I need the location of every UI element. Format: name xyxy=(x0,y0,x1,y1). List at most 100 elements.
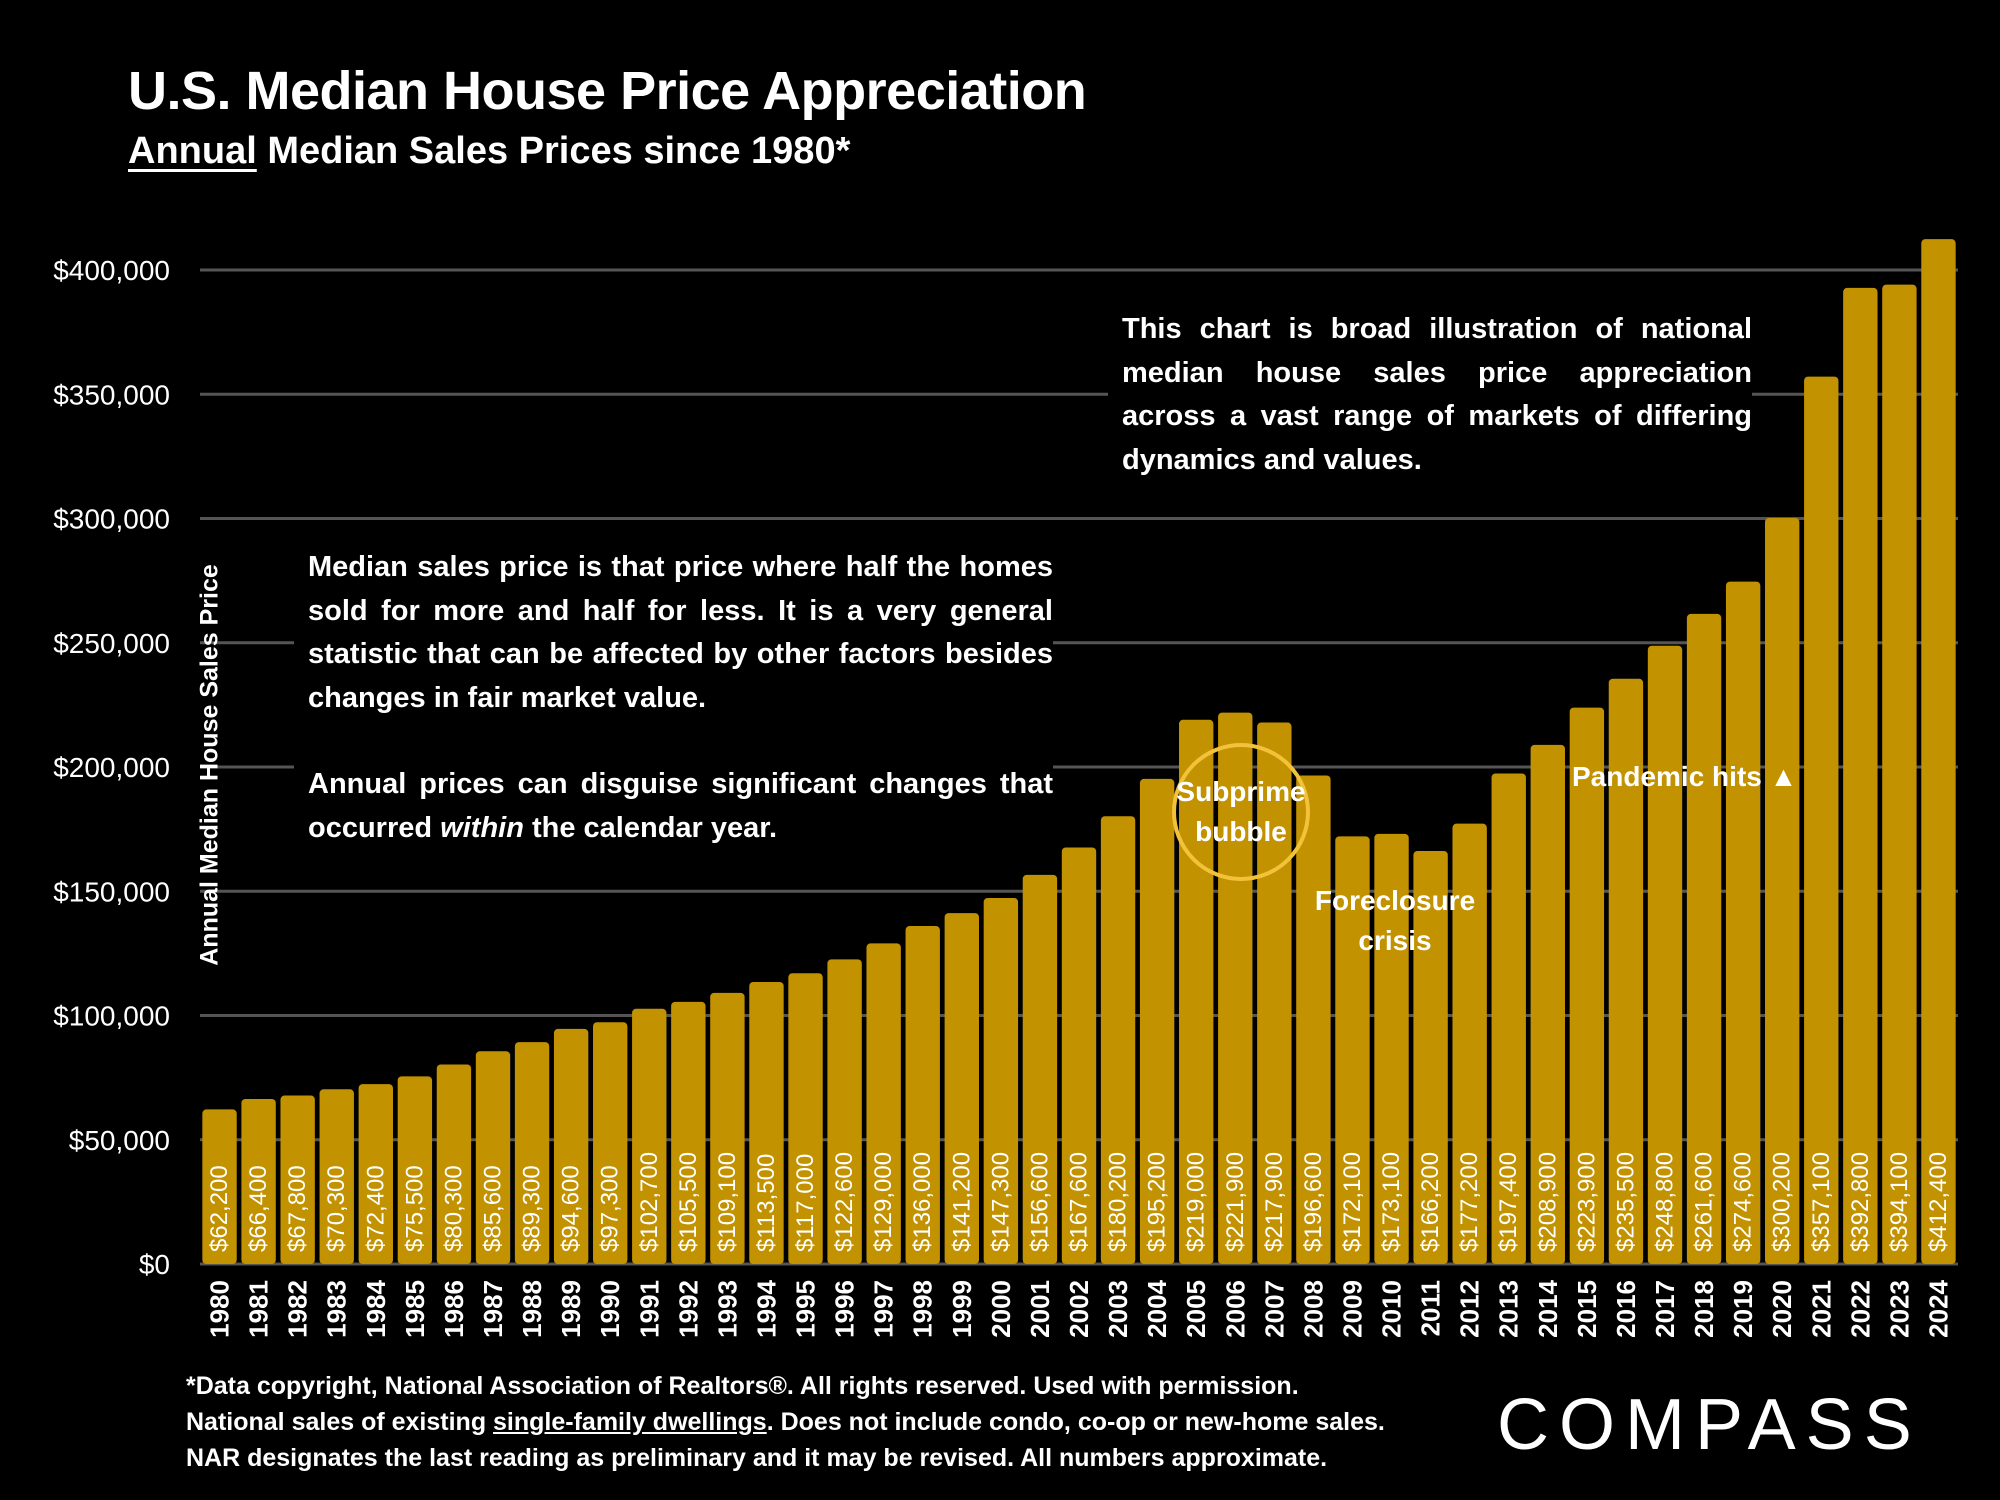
x-tick-label: 2011 xyxy=(1416,1280,1446,1336)
bar xyxy=(475,1051,511,1264)
x-tick-label: 2013 xyxy=(1494,1280,1524,1338)
bar xyxy=(1843,287,1878,1265)
bar xyxy=(632,1008,667,1264)
footnote-line-2a: National sales of existing xyxy=(186,1408,494,1436)
bar xyxy=(788,973,823,1264)
bar xyxy=(827,959,862,1264)
note-annual-paragraph: Annual prices can disguise significant c… xyxy=(308,763,1053,850)
data-label: $62,200 xyxy=(206,1165,233,1252)
bar xyxy=(1061,847,1097,1264)
bar xyxy=(1296,775,1331,1264)
y-tick-label: $50,000 xyxy=(69,1125,170,1156)
data-label: $136,000 xyxy=(909,1152,936,1252)
note-median-definition: Median sales price is that price where h… xyxy=(294,546,1053,856)
bar xyxy=(1022,874,1058,1264)
data-label: $208,900 xyxy=(1534,1152,1561,1252)
x-tick-label: 1992 xyxy=(673,1280,703,1338)
data-label: $197,400 xyxy=(1495,1152,1522,1252)
x-tick-label: 1999 xyxy=(947,1280,977,1338)
x-tick-label: 1980 xyxy=(205,1280,235,1338)
data-label: $147,300 xyxy=(987,1152,1014,1252)
x-tick-label: 1990 xyxy=(595,1280,625,1338)
data-label: $219,000 xyxy=(1183,1152,1210,1252)
note-annual-text-a: Annual prices can disguise significant c… xyxy=(308,768,1053,844)
note-median-paragraph: Median sales price is that price where h… xyxy=(308,551,1053,714)
bar xyxy=(1569,707,1605,1264)
data-label: $394,100 xyxy=(1886,1152,1913,1252)
bar xyxy=(1139,778,1175,1264)
data-label: $141,200 xyxy=(948,1152,975,1252)
x-tick-label: 1997 xyxy=(869,1280,899,1338)
x-tick-label: 1983 xyxy=(322,1280,352,1338)
bar xyxy=(358,1084,393,1264)
x-tick-label: 1982 xyxy=(283,1280,313,1338)
x-tick-label: 2003 xyxy=(1103,1280,1133,1338)
x-tick-label: 2022 xyxy=(1845,1280,1875,1338)
x-tick-label: 1984 xyxy=(361,1279,391,1337)
bar xyxy=(436,1064,472,1264)
x-tick-label: 1993 xyxy=(712,1280,742,1338)
x-tick-label: 2021 xyxy=(1806,1280,1836,1338)
bar xyxy=(1686,613,1722,1264)
x-tick-label: 2006 xyxy=(1220,1280,1250,1338)
data-label: $67,800 xyxy=(284,1165,311,1252)
x-tick-label: 1986 xyxy=(439,1280,469,1338)
bar xyxy=(553,1028,589,1264)
data-label: $102,700 xyxy=(636,1152,663,1252)
bar xyxy=(593,1022,628,1264)
data-label: $113,500 xyxy=(753,1154,780,1252)
x-tick-label: 2005 xyxy=(1181,1280,1211,1338)
data-label: $177,200 xyxy=(1456,1152,1483,1252)
note-chart-illustration: This chart is broad illustration of nati… xyxy=(1108,308,1752,486)
x-tick-label: 1988 xyxy=(517,1280,547,1338)
annotation-subprime-text: Subprime bubble xyxy=(1176,776,1306,847)
data-label: $70,300 xyxy=(323,1165,350,1252)
bar xyxy=(397,1076,433,1264)
y-axis-label: Annual Median House Sales Price xyxy=(195,564,224,966)
bar xyxy=(749,981,784,1264)
data-label: $221,900 xyxy=(1222,1152,1249,1252)
bar xyxy=(1882,284,1917,1264)
bar xyxy=(1608,678,1644,1264)
data-label: $80,300 xyxy=(440,1165,467,1252)
x-tick-label: 2012 xyxy=(1455,1280,1485,1338)
data-label: $392,800 xyxy=(1847,1152,1874,1252)
data-label: $94,600 xyxy=(558,1165,585,1252)
bar xyxy=(983,897,1019,1264)
x-tick-label: 2000 xyxy=(986,1280,1016,1338)
x-tick-label: 2008 xyxy=(1298,1280,1328,1338)
data-label: $235,500 xyxy=(1612,1152,1639,1252)
x-tick-label: 1998 xyxy=(908,1280,938,1338)
data-labels: $62,200 $66,400 $67,800 $70,300 $72,400 $75,5… xyxy=(206,1152,1952,1252)
bar xyxy=(710,992,745,1264)
bar xyxy=(905,926,940,1264)
data-label: $117,000 xyxy=(792,1154,819,1252)
x-tick-label: 2009 xyxy=(1337,1280,1367,1338)
note-annual-emphasis: within xyxy=(440,811,524,844)
chart-subtitle: Annual Median Sales Prices since 1980* xyxy=(128,130,850,173)
y-tick-label: $250,000 xyxy=(53,628,170,659)
bar xyxy=(1335,836,1370,1264)
x-tick-label: 2016 xyxy=(1611,1280,1641,1338)
bar xyxy=(1804,376,1839,1264)
data-label: $105,500 xyxy=(675,1152,702,1252)
data-label: $217,900 xyxy=(1261,1152,1288,1252)
x-tick-label: 2001 xyxy=(1025,1280,1055,1338)
data-label: $122,600 xyxy=(831,1152,858,1252)
footnote-line-1: *Data copyright, National Association of… xyxy=(186,1372,1299,1400)
x-tick-label: 1994 xyxy=(751,1279,781,1337)
y-tick-label: $0 xyxy=(139,1249,170,1280)
bar xyxy=(1413,850,1448,1264)
y-tick-label: $350,000 xyxy=(53,379,170,410)
y-tick-label: $200,000 xyxy=(53,752,170,783)
y-tick-label: $400,000 xyxy=(53,255,170,286)
bar xyxy=(1921,239,1956,1264)
data-label: $85,600 xyxy=(480,1165,507,1252)
x-tick-label: 2002 xyxy=(1064,1280,1094,1338)
data-label: $172,100 xyxy=(1339,1152,1366,1252)
y-tick-label: $300,000 xyxy=(53,504,170,535)
bar xyxy=(671,1001,706,1264)
compass-logo: COMPASS xyxy=(1497,1385,1922,1465)
bar xyxy=(514,1042,550,1264)
